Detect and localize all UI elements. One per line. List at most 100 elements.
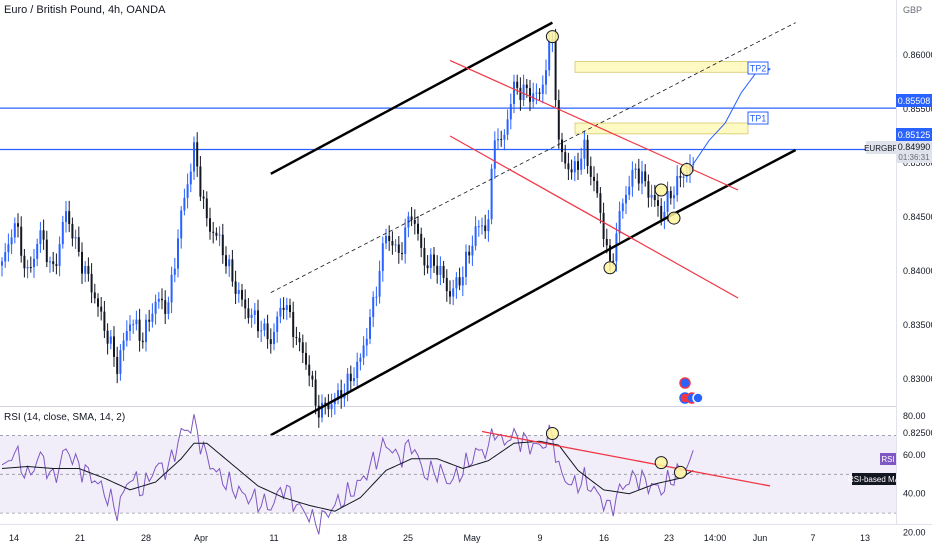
rsi-highlight-marker[interactable] <box>673 465 687 479</box>
candle-body <box>423 247 426 266</box>
candle-body <box>23 255 26 269</box>
candle-body <box>90 273 93 293</box>
tp2-box[interactable] <box>747 61 769 75</box>
descending-channel-lower-line[interactable] <box>449 135 739 299</box>
ascending-channel-upper-line[interactable] <box>270 21 553 175</box>
candle-body <box>164 300 167 314</box>
candle-body <box>388 235 391 242</box>
rsi-title[interactable]: RSI (14, close, SMA, 14, 2) <box>4 412 125 423</box>
candle-body <box>500 139 503 141</box>
highlight-marker[interactable] <box>680 162 694 176</box>
candle-body <box>650 194 653 198</box>
tp1-label: TP1 <box>750 114 767 124</box>
candle-body <box>218 234 221 236</box>
candle-body <box>679 175 682 178</box>
candle-body <box>589 166 592 177</box>
candle-body <box>461 277 464 286</box>
candle-body <box>36 244 39 259</box>
candle-body <box>644 171 647 182</box>
candle-body <box>266 323 269 340</box>
candle-body <box>253 310 256 315</box>
candle-body <box>458 277 461 286</box>
candle-body <box>317 405 320 418</box>
take-profit-zone[interactable] <box>574 122 749 135</box>
candle-body <box>618 211 621 234</box>
candle-body <box>285 305 288 310</box>
symbol-badge <box>866 141 896 154</box>
candle-body <box>436 265 439 275</box>
candle-body <box>653 194 656 201</box>
ascending-channel-mid-line[interactable] <box>270 22 796 293</box>
candle-body <box>692 164 695 166</box>
highlight-marker[interactable] <box>667 211 681 225</box>
candle-body <box>625 194 627 204</box>
candle-body <box>666 190 669 212</box>
tp1-box[interactable] <box>747 111 769 125</box>
candle-body <box>541 84 544 94</box>
candle-body <box>503 134 506 140</box>
candle-body <box>321 402 323 418</box>
time-tick: 21 <box>75 533 85 543</box>
candle-body <box>244 299 247 309</box>
candle-body <box>20 226 23 256</box>
time-tick: 14:00 <box>704 533 727 543</box>
candle-body <box>586 139 589 167</box>
candle-body <box>61 221 64 245</box>
take-profit-zone[interactable] <box>574 61 749 73</box>
hline-label-2: 0.85125 <box>898 130 931 140</box>
highlight-marker[interactable] <box>545 30 559 44</box>
symbol-title[interactable]: Euro / British Pound, 4h, OANDA <box>4 4 166 16</box>
candle-body <box>308 364 311 376</box>
candle-body <box>378 270 381 297</box>
candle-body <box>548 41 551 71</box>
candle-body <box>209 218 211 232</box>
rsi-ma-badge-text: RSI-based MA <box>848 475 901 484</box>
candle-body <box>135 319 138 325</box>
candle-body <box>273 331 275 345</box>
hline-badge-1 <box>896 94 932 107</box>
candle-body <box>45 239 48 263</box>
highlight-marker[interactable] <box>603 261 617 275</box>
candle-body <box>234 281 237 294</box>
candle-body <box>637 168 640 184</box>
candle-body <box>52 261 55 265</box>
rsi-highlight-marker[interactable] <box>545 426 559 440</box>
candle-body <box>481 225 483 227</box>
candle-body <box>327 403 330 410</box>
candle-body <box>369 317 371 339</box>
candle-body <box>154 301 157 314</box>
candle-body <box>97 298 99 307</box>
candle-body <box>519 87 522 101</box>
highlight-marker[interactable] <box>654 183 668 197</box>
candle-body <box>289 305 291 312</box>
candle-body <box>205 198 208 219</box>
candle-body <box>468 251 471 256</box>
rsi-ma-line[interactable] <box>1 440 694 512</box>
candle-body <box>570 169 573 173</box>
candle-body <box>641 171 643 184</box>
candle-body <box>391 241 394 246</box>
candle-body <box>682 176 685 178</box>
rsi-line[interactable] <box>1 414 694 535</box>
event-icon-4[interactable] <box>692 392 704 404</box>
event-icon-1[interactable] <box>679 377 691 389</box>
candle-body <box>353 378 355 382</box>
candle-body <box>237 290 240 294</box>
rsi-highlight-marker[interactable] <box>654 456 668 470</box>
candle-body <box>55 264 58 266</box>
candle-body <box>564 152 567 164</box>
candle-body <box>282 307 285 310</box>
candle-body <box>292 311 295 338</box>
candle-body <box>26 267 29 269</box>
candle-body <box>173 268 176 275</box>
candle-body <box>631 169 634 187</box>
candle-body <box>525 84 528 89</box>
ascending-channel-lower-line[interactable] <box>270 148 797 437</box>
candle-body <box>516 81 519 88</box>
time-tick: 9 <box>537 533 542 543</box>
rsi-trendline[interactable] <box>481 430 771 487</box>
hline-badge-2 <box>896 128 932 141</box>
candle-body <box>340 390 343 399</box>
